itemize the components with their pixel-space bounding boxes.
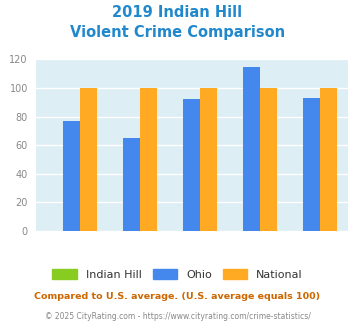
Bar xyxy=(140,88,157,231)
Text: 2019 Indian Hill: 2019 Indian Hill xyxy=(113,5,242,20)
Text: © 2025 CityRating.com - https://www.cityrating.com/crime-statistics/: © 2025 CityRating.com - https://www.city… xyxy=(45,312,310,321)
Bar xyxy=(320,88,337,231)
Legend: Indian Hill, Ohio, National: Indian Hill, Ohio, National xyxy=(48,265,307,284)
Text: Compared to U.S. average. (U.S. average equals 100): Compared to U.S. average. (U.S. average … xyxy=(34,292,321,301)
Bar xyxy=(63,121,80,231)
Bar xyxy=(200,88,217,231)
Bar xyxy=(123,138,140,231)
Text: Violent Crime Comparison: Violent Crime Comparison xyxy=(70,25,285,40)
Bar xyxy=(244,67,260,231)
Bar xyxy=(304,98,320,231)
Bar xyxy=(260,88,277,231)
Bar xyxy=(183,99,200,231)
Bar xyxy=(80,88,97,231)
